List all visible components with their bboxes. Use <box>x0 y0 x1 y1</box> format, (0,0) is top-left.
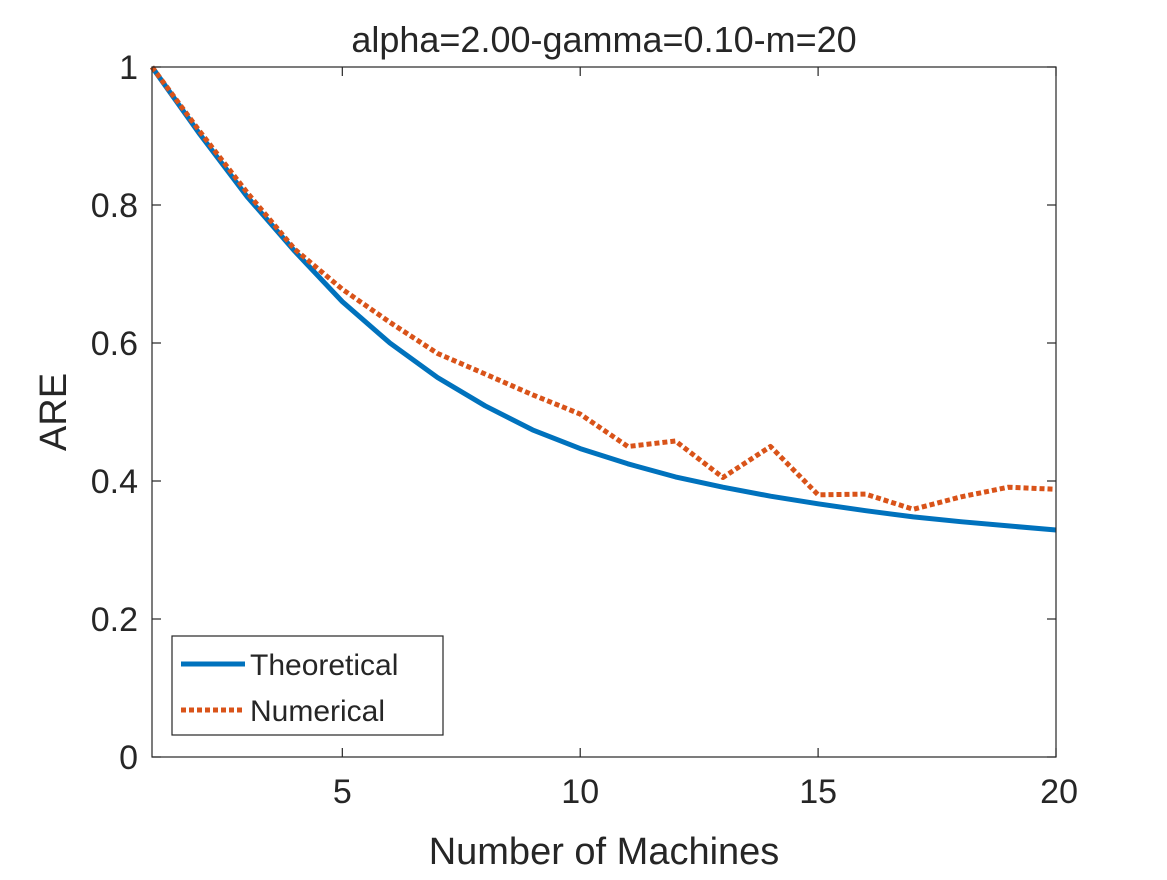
plot-area-frame <box>151 66 1057 758</box>
x-tick-label: 5 <box>333 773 352 811</box>
legend: Theoretical Numerical <box>171 635 444 736</box>
legend-box <box>171 635 444 736</box>
series-layer <box>149 65 1057 533</box>
y-tick-label: 0.8 <box>91 187 138 225</box>
y-tick-label: 1 <box>119 49 138 87</box>
x-tick-label: 15 <box>799 773 837 811</box>
x-tick-label: 20 <box>1040 773 1078 811</box>
x-tick-label: 10 <box>561 773 599 811</box>
legend-label-numerical: Numerical <box>250 695 385 728</box>
y-axis-label: ARE <box>33 373 75 451</box>
y-tick-label: 0.4 <box>91 463 138 501</box>
y-tick-label: 0.2 <box>91 601 138 639</box>
tick-layer: 00.20.40.60.815 10 15 20 <box>91 49 1078 811</box>
series-line-numerical <box>149 65 1057 512</box>
series-line-theoretical <box>149 65 1057 533</box>
x-axis-label: Number of Machines <box>429 831 780 873</box>
legend-label-theoretical: Theoretical <box>250 649 398 682</box>
chart-title: alpha=2.00-gamma=0.10-m=20 <box>351 19 856 60</box>
y-tick-label: 0.6 <box>91 325 138 363</box>
y-tick-label: 0 <box>119 739 138 777</box>
